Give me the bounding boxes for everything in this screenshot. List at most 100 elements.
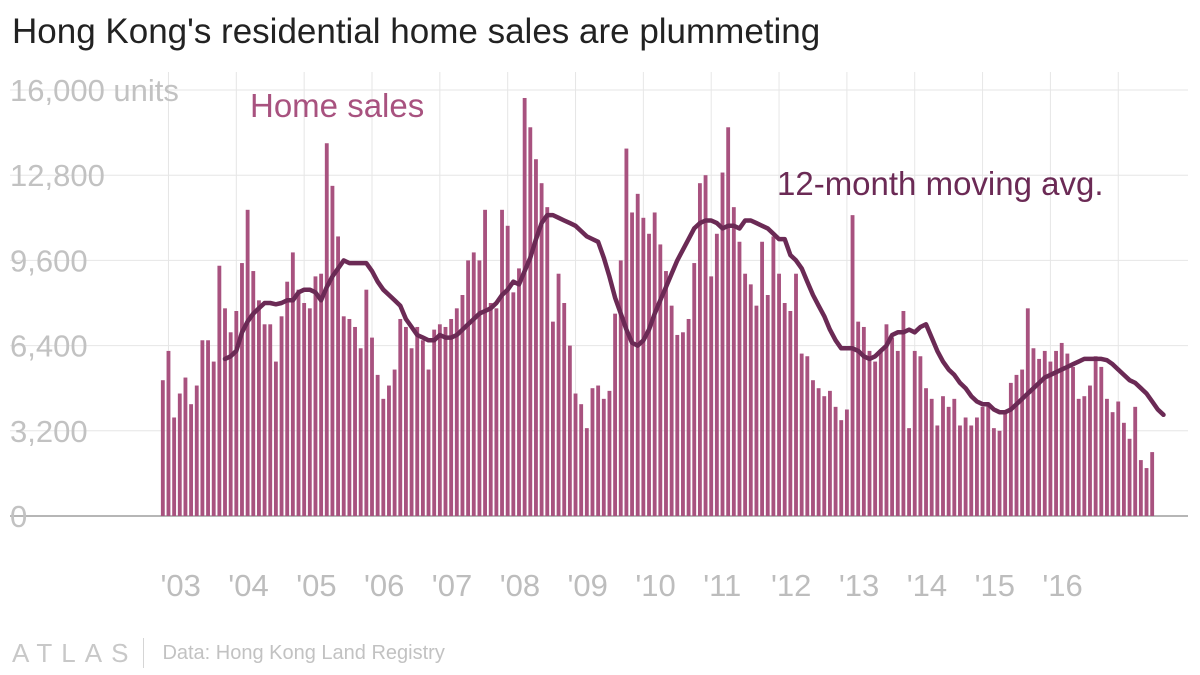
bar [166, 350, 171, 516]
bar [183, 377, 188, 516]
bar [731, 207, 736, 516]
bar [997, 430, 1002, 516]
x-tick-label: '08 [500, 568, 540, 603]
bar [878, 350, 883, 516]
bar [946, 406, 951, 516]
bar [1127, 438, 1132, 516]
bar [449, 318, 454, 516]
bar [505, 225, 510, 517]
bar [347, 318, 352, 516]
bar [918, 356, 923, 516]
bar [443, 326, 448, 516]
bar [1054, 350, 1058, 516]
bar [884, 324, 889, 516]
x-tick-label: '07 [432, 568, 472, 603]
bar [1138, 460, 1143, 516]
bar [172, 417, 177, 516]
bar [692, 263, 697, 516]
bar [240, 263, 244, 516]
bar [268, 324, 273, 516]
bar [494, 308, 499, 516]
bar [1037, 358, 1042, 516]
bar [223, 308, 227, 516]
bar [1099, 366, 1104, 516]
bar [980, 406, 985, 516]
bar [1031, 348, 1036, 516]
x-tick-label: '14 [907, 568, 947, 603]
bar [460, 295, 465, 516]
bar [257, 300, 261, 516]
bar [963, 417, 968, 516]
bar [466, 260, 471, 516]
bar [901, 310, 906, 516]
bar [986, 404, 991, 516]
bar [895, 350, 900, 516]
bar [1105, 398, 1109, 516]
bars [160, 97, 1155, 517]
bar [398, 318, 403, 516]
bar [1150, 452, 1155, 516]
bar [952, 398, 957, 516]
bar [319, 273, 324, 516]
x-tick-label: '03 [161, 568, 201, 603]
bar [477, 260, 482, 516]
bar [720, 172, 725, 517]
bar [387, 385, 391, 516]
bar [307, 308, 312, 516]
bar [437, 324, 442, 516]
bar [805, 356, 810, 516]
bar [567, 345, 572, 516]
bar [426, 369, 431, 516]
bar [975, 417, 979, 516]
y-tick-label: 16,000 units [10, 73, 179, 108]
bar [833, 406, 838, 516]
bar [613, 313, 618, 516]
bar [799, 353, 804, 516]
bar [935, 425, 940, 516]
x-tick-label: '16 [1042, 568, 1082, 603]
bar [929, 398, 934, 516]
bar [664, 271, 668, 516]
bar [1065, 353, 1070, 516]
bar [958, 425, 962, 516]
bar [330, 185, 335, 516]
bar [861, 326, 866, 516]
bar [160, 380, 165, 516]
bar [630, 212, 634, 516]
bar [177, 393, 182, 516]
x-tick-label: '12 [771, 568, 811, 603]
bar [777, 273, 781, 516]
bar [251, 271, 256, 516]
bar [454, 308, 459, 516]
bar [545, 207, 550, 516]
bar [867, 350, 872, 516]
bar [353, 326, 357, 516]
bar [245, 209, 250, 516]
footer-divider [143, 638, 145, 668]
bar [658, 244, 663, 516]
bar [641, 217, 646, 517]
bar [290, 252, 295, 516]
bar [737, 241, 742, 516]
moving-average [222, 212, 1166, 418]
bar [771, 236, 776, 516]
bar [703, 175, 708, 516]
bar [794, 273, 798, 516]
bar [601, 398, 606, 516]
bar [822, 396, 827, 516]
bar [189, 404, 194, 516]
bar [1048, 361, 1053, 516]
bar [375, 374, 380, 516]
bar [1093, 356, 1098, 516]
bar [839, 420, 844, 516]
bar [206, 340, 210, 516]
bar [1133, 406, 1138, 516]
x-tick-label: '11 [703, 568, 741, 603]
bar [194, 385, 199, 516]
bar [273, 361, 278, 516]
moving-average-line [222, 212, 1166, 418]
bar [370, 337, 374, 516]
y-tick-label: 9,600 [10, 243, 88, 278]
bar [991, 428, 996, 516]
x-tick-label: '06 [364, 568, 404, 603]
